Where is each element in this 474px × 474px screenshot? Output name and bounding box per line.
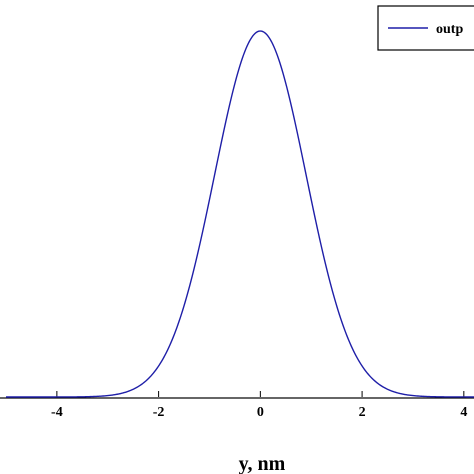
series-line-outp	[6, 30, 474, 398]
legend-label-outp: outp	[436, 22, 463, 37]
x-tick-label: -2	[153, 405, 165, 420]
x-tick-label: 0	[257, 405, 264, 420]
x-tick-label: 4	[460, 405, 467, 420]
plot-frame	[0, 397, 474, 399]
legend: outp	[377, 5, 474, 51]
x-axis-ticks: -4 -2 0 2 4	[51, 391, 467, 420]
x-axis-title: y, nm	[239, 453, 286, 474]
x-tick-label: -4	[51, 405, 63, 420]
x-tick-label: 2	[359, 405, 366, 420]
